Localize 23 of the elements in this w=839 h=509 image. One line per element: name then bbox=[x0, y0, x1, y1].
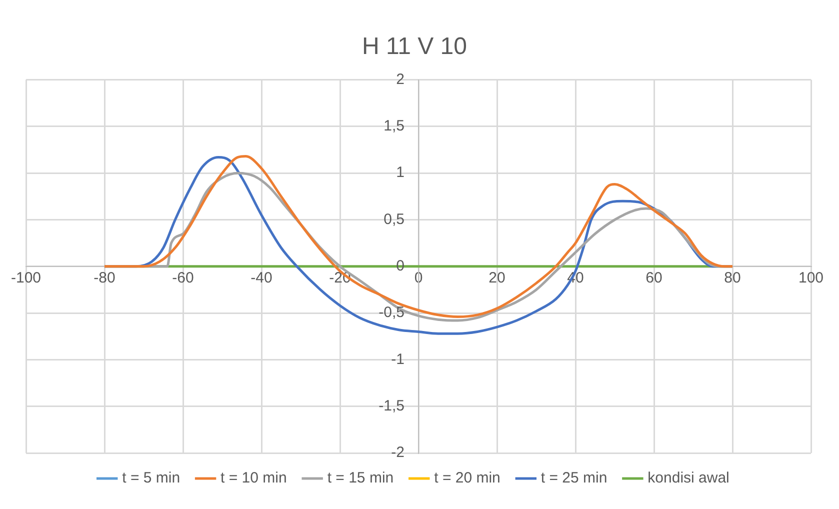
x-tick-label: -60 bbox=[172, 270, 194, 287]
y-tick-label: -2 bbox=[391, 444, 405, 462]
x-tick-label: 100 bbox=[798, 270, 824, 287]
y-tick-label: -0,5 bbox=[378, 304, 405, 322]
legend-label: t = 10 min bbox=[220, 470, 287, 487]
legend-label: t = 15 min bbox=[327, 470, 394, 487]
x-tick-label: 60 bbox=[646, 270, 662, 287]
x-tick-label: -80 bbox=[94, 270, 116, 287]
x-tick-label: -100 bbox=[10, 270, 42, 287]
y-tick-label: -1,5 bbox=[378, 397, 405, 414]
x-tick-label: -40 bbox=[250, 270, 272, 287]
legend-label: t = 5 min bbox=[122, 470, 180, 487]
legend-label: t = 25 min bbox=[540, 470, 608, 487]
x-tick-label: 80 bbox=[724, 270, 741, 287]
y-tick-label: 1,5 bbox=[384, 118, 405, 135]
legend-label: kondisi awal bbox=[648, 470, 730, 487]
y-tick-label: 0,5 bbox=[384, 210, 405, 228]
y-tick-label: 1 bbox=[396, 164, 405, 182]
legend-label: t = 20 min bbox=[434, 470, 500, 487]
y-tick-label: -1 bbox=[391, 350, 405, 368]
y-tick-label: 2 bbox=[396, 70, 405, 88]
chart-title: H 11 V 10 bbox=[362, 33, 467, 60]
x-tick-label: 20 bbox=[488, 270, 506, 287]
